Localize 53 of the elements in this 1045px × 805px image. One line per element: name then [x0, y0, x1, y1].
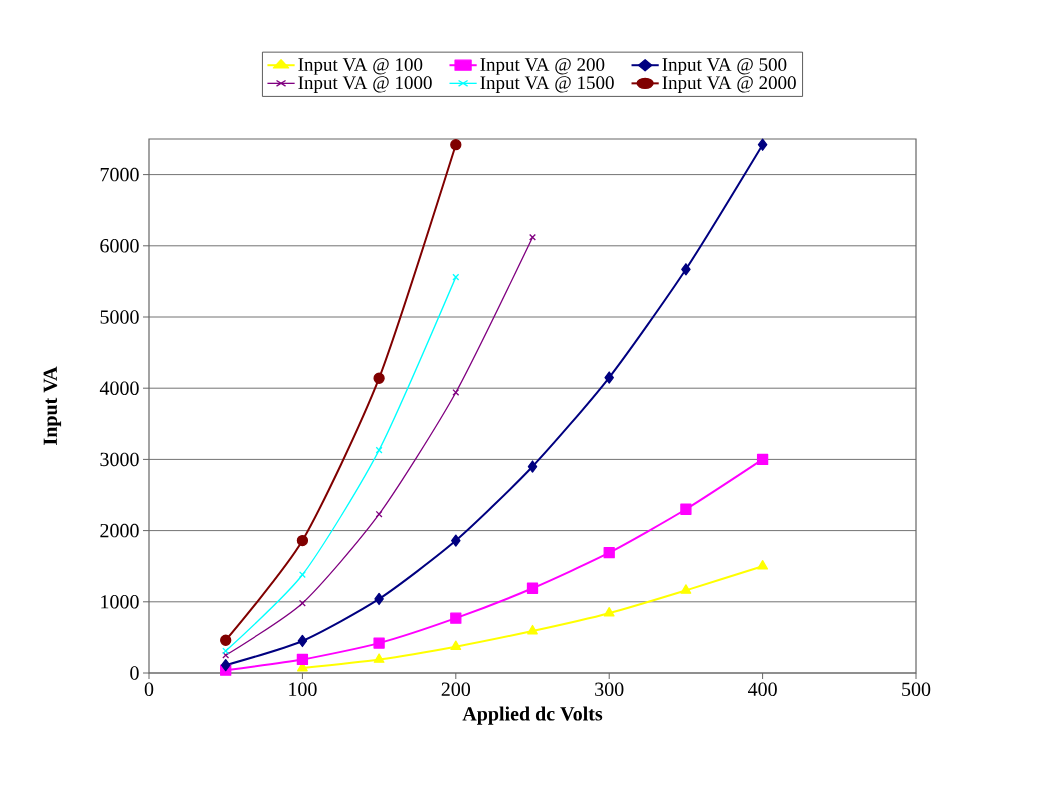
point	[603, 547, 615, 559]
legend-label: Input VA @ 1500	[480, 76, 614, 93]
point	[527, 460, 538, 473]
point	[296, 534, 309, 547]
point	[757, 560, 769, 570]
point	[526, 582, 539, 594]
y-tick-label: 0	[130, 666, 139, 680]
y-tick-label: 3000	[100, 452, 139, 467]
point	[756, 453, 769, 466]
point	[222, 647, 230, 655]
y-tick-label: 7000	[100, 167, 139, 182]
legend-label: Input VA @ 2000	[662, 76, 796, 93]
point	[298, 571, 306, 579]
point	[373, 653, 385, 663]
point	[374, 592, 384, 606]
x-tick-label: 400	[748, 682, 777, 697]
y-tick-label: 4000	[99, 381, 139, 395]
point	[452, 388, 460, 396]
y-tick-label: 1000	[101, 595, 139, 609]
legend-label: Input VA @ 200	[480, 58, 605, 75]
legend-label: Input VA @ 500	[662, 58, 787, 75]
x-axis-title: Applied dc Volts	[462, 706, 603, 725]
point	[680, 503, 692, 515]
point	[527, 624, 538, 635]
legend-label: Input VA @ 100	[298, 58, 423, 75]
y-axis-title: Input VA	[43, 366, 62, 445]
point	[529, 233, 536, 241]
x-tick-label: 100	[289, 682, 317, 697]
point	[603, 607, 615, 617]
x-tick-label: 500	[902, 682, 931, 697]
point	[451, 534, 461, 547]
point	[298, 599, 306, 607]
y-tick-label: 2000	[100, 523, 139, 538]
point	[373, 372, 385, 384]
point	[297, 634, 308, 648]
point	[450, 139, 462, 151]
point	[375, 510, 383, 518]
x-tick-label: 200	[441, 682, 471, 697]
point	[450, 612, 462, 624]
point	[296, 653, 309, 666]
y-tick-label: 5000	[100, 310, 139, 324]
x-tick-label: 0	[144, 682, 154, 697]
point	[220, 659, 231, 672]
legend-label: Input VA @ 1000	[298, 76, 432, 93]
point	[757, 138, 768, 151]
point	[373, 637, 385, 649]
point	[220, 634, 232, 646]
point	[681, 263, 691, 276]
x-tick-label: 300	[595, 682, 624, 697]
point	[604, 371, 614, 384]
point	[680, 584, 692, 594]
point	[450, 640, 462, 651]
y-tick-label: 6000	[100, 239, 139, 253]
